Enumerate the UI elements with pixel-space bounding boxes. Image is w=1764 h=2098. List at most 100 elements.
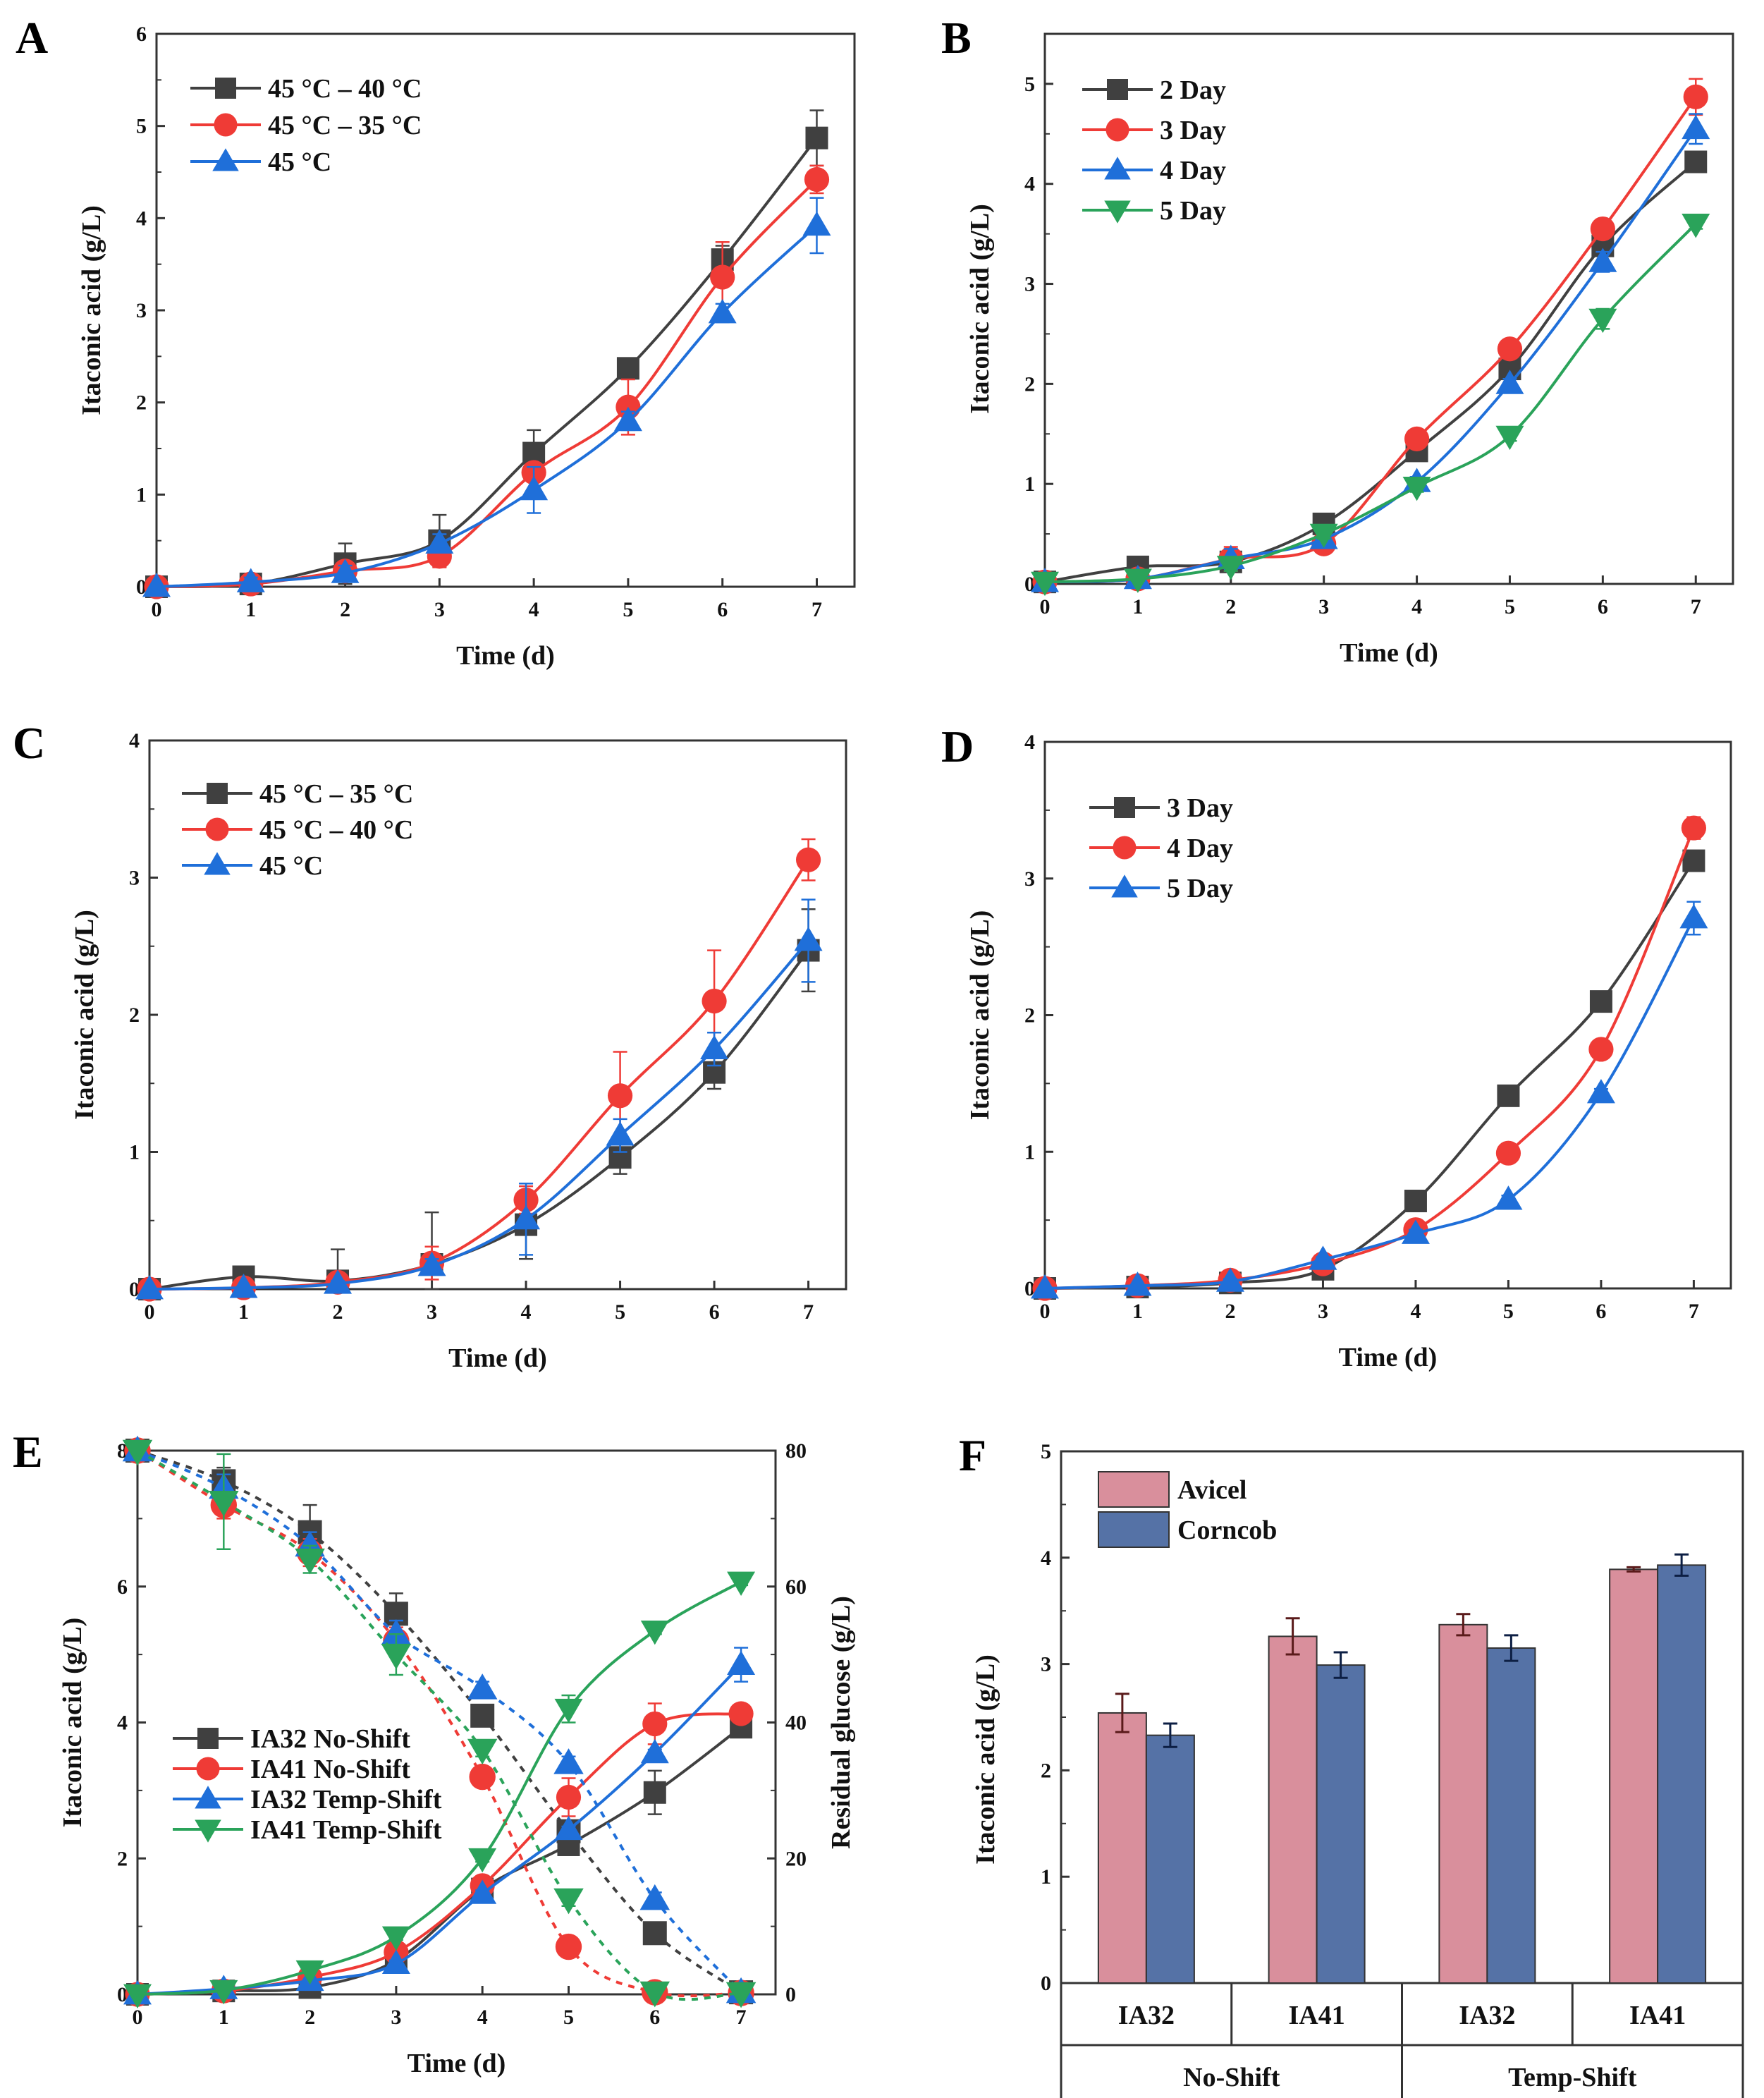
x-tick-label: 6 xyxy=(649,2006,660,2029)
data-point xyxy=(1683,84,1708,109)
y-tick-label: 1 xyxy=(1041,1865,1051,1889)
x-tick-label: 7 xyxy=(1689,1300,1699,1323)
legend-marker-icon xyxy=(1113,836,1137,860)
legend-item: IA41 Temp-Shift xyxy=(173,1815,442,1845)
data-point xyxy=(702,988,727,1014)
legend-item: 45 °C – 40 °C xyxy=(182,815,413,845)
legend-label: 45 °C xyxy=(259,851,323,881)
legend-label: 45 °C – 35 °C xyxy=(268,111,422,140)
y-tick-label: 1 xyxy=(1024,472,1035,496)
glucose-point xyxy=(381,1643,412,1670)
y-tick-label: 2 xyxy=(1041,1759,1051,1782)
y-axis-title: Itaconic acid (g/L) xyxy=(77,205,106,415)
legend-label: 45 °C xyxy=(268,147,331,177)
data-point xyxy=(1682,849,1705,872)
x-tick-label: 7 xyxy=(803,1300,814,1324)
x-tick-label: 1 xyxy=(245,598,256,621)
x-tick-label: 1 xyxy=(219,2006,229,2029)
series-4-day xyxy=(1031,113,1710,592)
y-tick-label: 4 xyxy=(136,207,147,230)
data-point xyxy=(1679,903,1708,929)
y-tick-label: 5 xyxy=(1041,1440,1051,1463)
y-tick-label: 0 xyxy=(136,575,147,599)
y-tick-label: 3 xyxy=(1024,867,1035,891)
y-tick-label: 2 xyxy=(1024,372,1035,396)
data-point xyxy=(1401,1219,1430,1244)
legend-label: 4 Day xyxy=(1160,156,1226,185)
data-point xyxy=(802,211,831,236)
data-point xyxy=(640,1738,669,1764)
legend-marker-icon xyxy=(195,1819,221,1843)
legend-marker-icon xyxy=(212,148,239,171)
y-tick-label: 0 xyxy=(129,1278,140,1301)
x-tick-label: 7 xyxy=(811,598,822,621)
panel-letter: E xyxy=(13,1427,43,1477)
x-tick-label: 1 xyxy=(238,1300,249,1324)
data-point xyxy=(727,1571,756,1597)
x-tick-label: 4 xyxy=(1410,1300,1421,1323)
data-point xyxy=(556,1784,582,1810)
x-tick-label: 2 xyxy=(333,1300,343,1324)
data-point xyxy=(295,1960,324,1985)
glucose-point xyxy=(553,1888,584,1915)
series-3-day xyxy=(1034,849,1705,1300)
series-line xyxy=(1044,860,1696,1290)
panel-letter: B xyxy=(941,13,972,63)
y-tick-label: 5 xyxy=(136,115,147,138)
data-point xyxy=(417,1251,446,1276)
series-3-day xyxy=(1032,78,1708,594)
series-45-c-35-c xyxy=(138,908,820,1300)
legend-marker-icon xyxy=(195,1786,221,1809)
x-tick-label: 6 xyxy=(1598,595,1608,618)
plot-frame xyxy=(1043,32,1734,585)
data-point xyxy=(468,1848,497,1873)
x-tick-label: 3 xyxy=(427,1300,437,1324)
glucose-point xyxy=(639,1981,670,2008)
glucose-point xyxy=(469,1763,496,1791)
data-point xyxy=(1586,1078,1615,1104)
data-point xyxy=(142,573,171,597)
legend-marker-icon xyxy=(1105,118,1129,142)
legend-item: 45 °C – 35 °C xyxy=(182,779,413,809)
category-label: IA32 xyxy=(1118,2001,1175,2030)
x-tick-label: 0 xyxy=(145,1300,155,1324)
y-tick-label: 0 xyxy=(117,1983,128,2006)
data-point xyxy=(708,298,737,324)
data-point xyxy=(727,1650,756,1675)
data-point xyxy=(1682,114,1710,140)
x-tick-label: 2 xyxy=(340,598,350,621)
legend-marker-icon xyxy=(215,78,236,99)
legend-marker-icon xyxy=(196,1757,220,1781)
data-point xyxy=(794,926,823,951)
x-tick-label: 3 xyxy=(434,598,445,621)
legend-item: 4 Day xyxy=(1082,156,1226,185)
series-5-day xyxy=(1031,214,1710,597)
x-tick-label: 6 xyxy=(709,1300,720,1324)
data-point xyxy=(324,1269,353,1294)
data-point xyxy=(554,1698,583,1724)
y-axis-title: Itaconic acid (g/L) xyxy=(965,910,995,1121)
legend: 45 °C – 40 °C 45 °C – 35 °C 45 °C xyxy=(190,74,422,177)
data-point xyxy=(1309,523,1338,549)
legend-item: 5 Day xyxy=(1082,196,1226,226)
y-axis-title: Itaconic acid (g/L) xyxy=(70,910,99,1120)
data-point xyxy=(123,1984,152,2008)
glucose-curve xyxy=(136,1449,742,2001)
legend-item: 45 °C – 35 °C xyxy=(190,111,422,140)
data-point xyxy=(1404,1190,1427,1212)
legend-item: IA41 No-Shift xyxy=(173,1755,410,1784)
data-point xyxy=(468,1879,497,1904)
x-tick-label: 4 xyxy=(477,2006,488,2029)
legend: 45 °C – 35 °C 45 °C – 40 °C 45 °C xyxy=(182,779,413,881)
panel-letter: A xyxy=(16,13,48,63)
panel-c: C 0 1 2 3 4 0 1 2 3 4 5 6 7 Time (d) Itaconic acid (g/L… xyxy=(13,718,847,1373)
legend-label: 3 Day xyxy=(1160,116,1226,145)
x-tick-label: 2 xyxy=(305,2006,315,2029)
data-point xyxy=(1309,1245,1337,1270)
y-tick-label: 5 xyxy=(1024,73,1035,96)
x-tick-label: 5 xyxy=(623,598,633,621)
series-45-c-35-c xyxy=(144,164,830,599)
x-axis-title: Time (d) xyxy=(456,641,555,671)
x-tick-label: 6 xyxy=(1595,1300,1606,1323)
